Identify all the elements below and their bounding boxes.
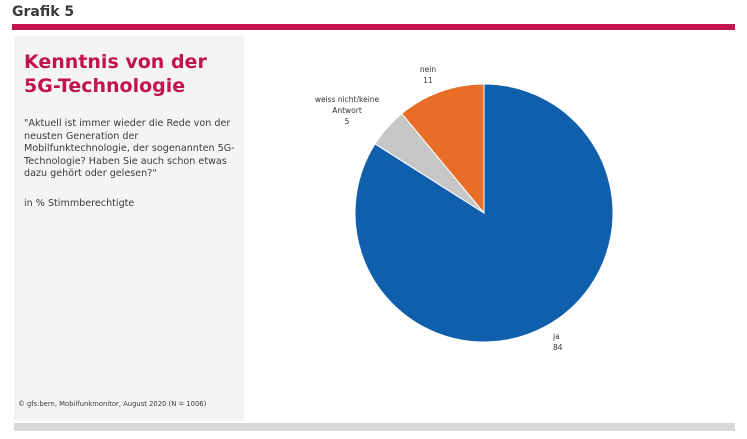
survey-question: "Aktuell ist immer wieder die Rede von d… <box>24 118 235 179</box>
unit-label: in % Stimmberechtigte <box>24 198 135 209</box>
slice-value-weiss: 5 <box>345 117 350 126</box>
pie-slice-nein <box>401 83 485 215</box>
slice-label-nein: nein <box>420 65 436 74</box>
slice-label-ja: ja <box>552 332 560 341</box>
slice-value-ja: 84 <box>553 343 563 352</box>
bottom-bar <box>14 423 735 431</box>
chart-title: Kenntnis von der 5G-Technologie <box>24 51 207 97</box>
slice-label-weiss-line2: Antwort <box>332 106 362 115</box>
slice-value-nein: 11 <box>423 76 433 85</box>
pie-chart: ja 84 nein 11 weiss nicht/keine Antwort … <box>315 65 614 352</box>
pie-slices <box>354 83 614 343</box>
slice-label-weiss-line1: weiss nicht/keine <box>315 95 380 104</box>
sidebar-panel: Kenntnis von der 5G-Technologie "Aktuell… <box>14 36 244 420</box>
accent-line <box>12 24 735 30</box>
figure-number: Grafik 5 <box>12 4 75 20</box>
source-note: © gfs.bern, Mobilfunkmonitor, August 202… <box>18 400 207 408</box>
